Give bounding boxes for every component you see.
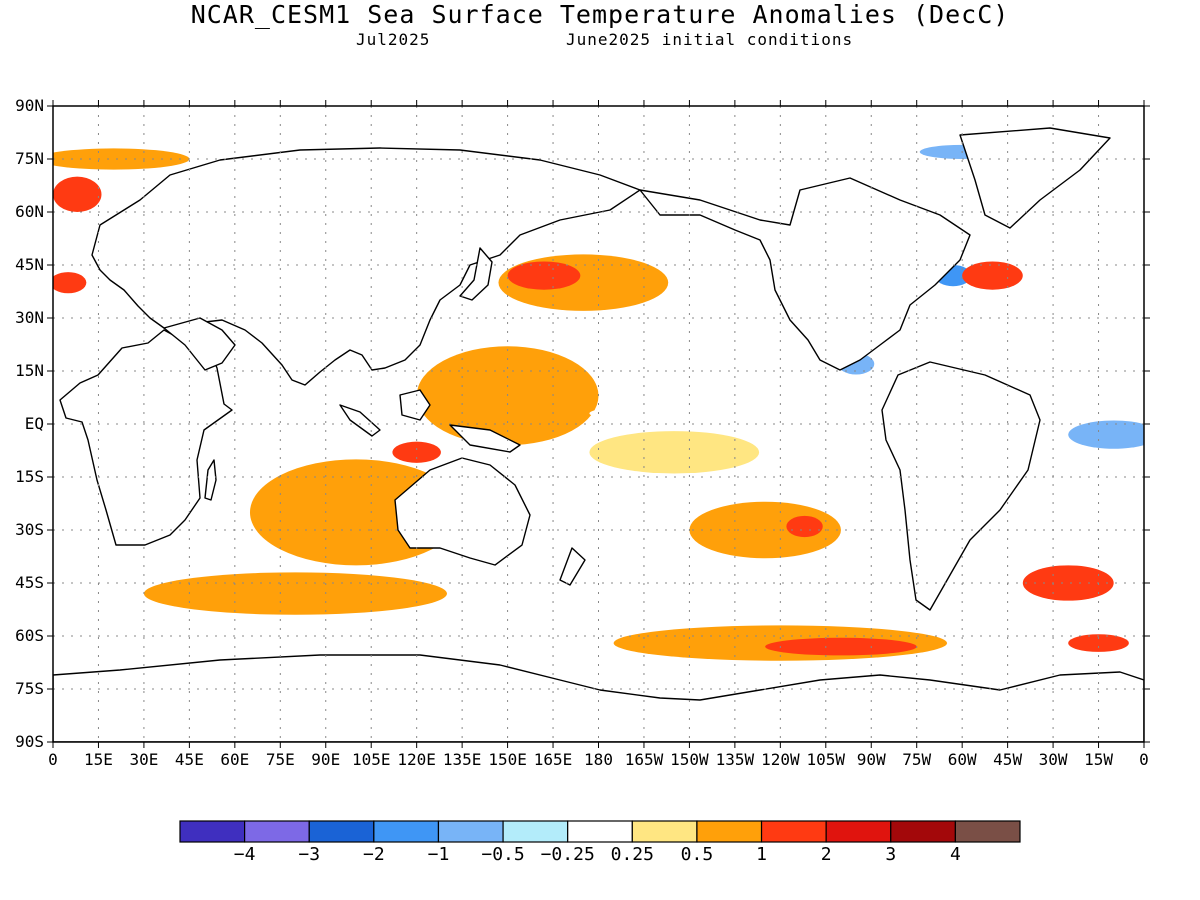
new-guinea-land [449,424,521,453]
longitude-label: 75E [265,750,295,769]
longitude-label: 105E [351,750,391,769]
longitude-label: 75W [902,750,932,769]
longitude-label: 0 [1139,750,1149,769]
anomaly-region-1 [507,261,581,290]
borneo-land [399,389,431,421]
longitude-label: 120W [761,750,800,769]
japan-land [459,247,493,301]
colorbar-swatch [502,820,569,843]
initial-conditions: June2025 initial conditions [566,30,854,49]
colorbar-label: −3 [298,844,321,865]
colorbar-label: −0.25 [540,844,595,865]
anomaly-region-19 [53,148,190,170]
anomaly-region-15 [765,637,917,656]
latitude-label: 90N [15,96,44,115]
colorbar-label: 2 [820,844,832,865]
longitude-label: 15W [1084,750,1113,769]
colorbar-label: −0.5 [481,844,525,865]
longitude-label: 165E [533,750,573,769]
anomaly-region-17 [1068,634,1129,652]
longitude-label: 0 [48,750,58,769]
anomaly-region-4 [589,431,760,474]
longitude-label: 90E [311,750,341,769]
latitude-label: 30N [15,308,44,327]
latitude-label: 60S [15,626,44,645]
anomaly-region-10 [1068,420,1144,449]
arabia-land [163,317,236,371]
latitude-label: 75S [15,679,44,698]
anomaly-region-12 [392,441,441,463]
anomaly-region-20 [53,176,102,212]
new-zealand-land [559,547,586,586]
colorbar-label: 0.5 [680,844,714,865]
anomaly-region-16 [1022,565,1114,601]
colorbar-label: 4 [949,844,961,865]
anomaly-region-21 [53,272,87,294]
colorbar-label: −1 [427,844,450,865]
greenland-land [959,127,1111,229]
longitude-label: 120E [397,750,436,769]
longitude-label: 150W [670,750,709,769]
longitude-label: 45W [993,750,1023,769]
latitude-label: 15N [15,361,44,380]
longitude-label: 30E [129,750,159,769]
antarctica-land [53,654,1144,742]
longitude-label: 150E [488,750,527,769]
colorbar-label: −4 [233,844,256,865]
anomaly-region-6 [786,515,823,538]
latitude-label: 90S [15,732,44,751]
colorbar-label: 1 [756,844,767,865]
longitude-label: 15E [84,750,113,769]
longitude-label: 90W [856,750,886,769]
colorbar-label: 3 [885,844,897,865]
latitude-label: 15S [15,467,44,486]
eurasia-land [91,147,641,386]
colorbar-swatch [890,820,956,843]
anomaly-region-9 [962,261,1023,290]
madagascar-land [204,459,217,501]
chart-title: NCAR_CESM1 Sea Surface Temperature Anoma… [190,0,1010,29]
longitude-label: 105W [806,750,846,769]
longitude-label: 45E [174,750,204,769]
latitude-label: EQ [24,414,44,433]
sumatra-land [339,404,381,437]
longitude-label: 180 [584,750,613,769]
colorbar-swatch [437,820,504,843]
colorbar-swatch [954,820,1021,843]
colorbar-swatch [760,820,827,843]
latitude-label: 75N [15,149,44,168]
africa-land [59,329,233,546]
latitude-label: 45N [15,255,44,274]
latitude-label: 45S [15,573,44,592]
colorbar-swatch [825,820,892,843]
longitude-label: 135W [715,750,755,769]
colorbar-label: −2 [363,844,385,865]
colorbar-swatch [244,820,310,843]
north-america-land [639,177,971,371]
latitude-label: 30S [15,520,44,539]
colorbar-swatch [696,820,763,843]
colorbar-swatch [373,820,440,843]
colorbar-label: 0.25 [610,844,654,865]
longitude-label: 60E [220,750,250,769]
colorbar-swatch [631,820,698,843]
longitude-label: 165W [624,750,664,769]
longitude-label: 60W [947,750,977,769]
longitude-label: 30W [1038,750,1068,769]
longitude-label: 135E [442,750,482,769]
colorbar-swatch [308,820,375,843]
colorbar-swatch [567,820,633,843]
latitude-label: 60N [15,202,44,221]
south-america-land [881,361,1041,611]
colorbar-swatch [179,820,246,843]
valid-month: Jul2025 [356,30,431,49]
anomaly-region-3 [589,402,820,424]
